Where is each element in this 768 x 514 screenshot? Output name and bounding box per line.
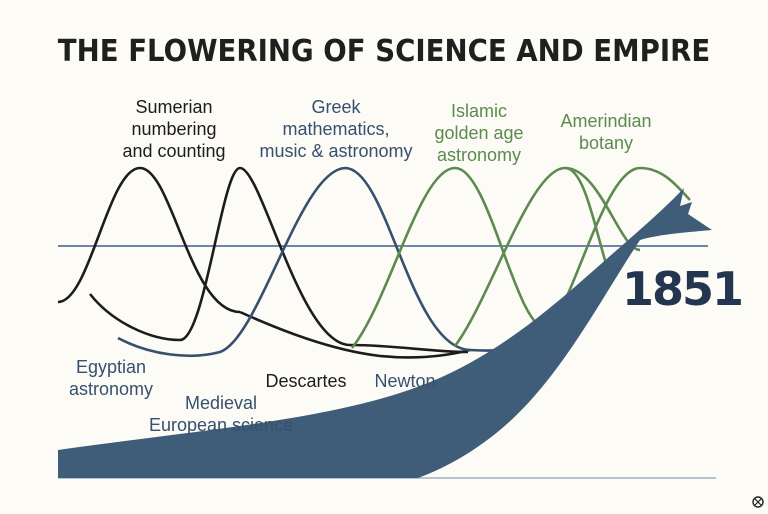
label-egyptian: Egyptian astronomy bbox=[56, 356, 166, 400]
label-medieval-line2: European science bbox=[148, 415, 294, 435]
label-sumerian: Sumerian numbering and counting bbox=[110, 96, 238, 162]
watermark-icon bbox=[752, 496, 764, 508]
label-greek-line3: music & astronomy bbox=[259, 141, 413, 161]
label-islamic: Islamic golden age astronomy bbox=[424, 100, 534, 166]
label-sumerian-line2: numbering bbox=[131, 119, 217, 139]
label-islamic-line2: golden age bbox=[434, 123, 524, 143]
label-amerindian: Amerindian botany bbox=[548, 110, 664, 154]
label-amerindian-line2: botany bbox=[578, 133, 634, 153]
wave-black-tail bbox=[239, 310, 471, 359]
label-sumerian-line3: and counting bbox=[122, 141, 226, 161]
wave-islamic-2 bbox=[453, 166, 641, 347]
label-islamic-line1: Islamic bbox=[450, 101, 507, 121]
wave-green-fall bbox=[564, 166, 610, 271]
label-greek: Greek mathematics, music & astronomy bbox=[254, 96, 418, 162]
label-newton: Newton bbox=[374, 371, 436, 391]
label-amerindian-line1: Amerindian bbox=[560, 111, 652, 131]
label-sumerian-line1: Sumerian bbox=[135, 97, 213, 117]
label-medieval-line1: Medieval bbox=[184, 393, 258, 413]
label-descartes: Descartes bbox=[265, 371, 347, 391]
label-islamic-line3: astronomy bbox=[436, 145, 522, 165]
label-greek-line1: Greek bbox=[311, 97, 361, 117]
page-title: THE FLOWERING OF SCIENCE AND EMPIRE bbox=[57, 34, 711, 69]
wave-islamic bbox=[350, 166, 549, 349]
label-medieval: Medieval European science bbox=[134, 392, 308, 436]
empire-rise-shape bbox=[58, 188, 712, 478]
label-egyptian-line1: Egyptian bbox=[75, 357, 147, 377]
label-egyptian-line2: astronomy bbox=[68, 379, 154, 399]
year-1851: 1851 bbox=[622, 262, 744, 316]
wave-greek bbox=[117, 166, 529, 357]
wave-egyptian bbox=[88, 166, 469, 354]
label-greek-line2: mathematics, bbox=[282, 119, 390, 139]
wave-sumerian bbox=[57, 166, 241, 314]
